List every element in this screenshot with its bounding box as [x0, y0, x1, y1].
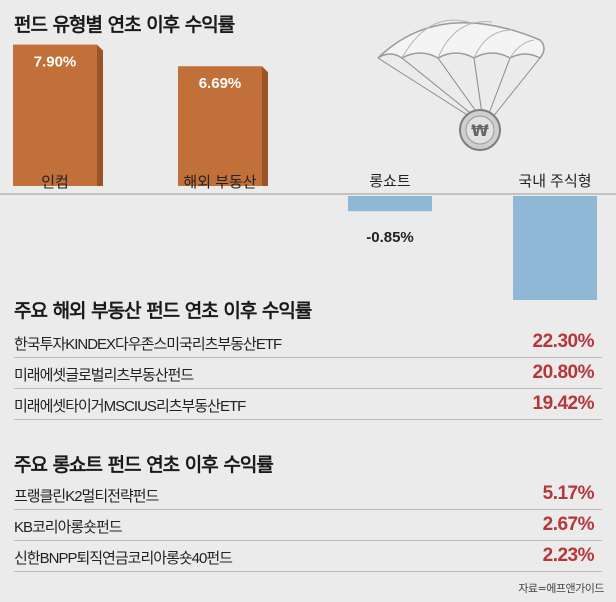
fund-name: KB코리아롱숏펀드: [14, 519, 123, 536]
category-label: 해외 부동산: [183, 174, 256, 191]
fund-name: 프랭클린K2멀티전략펀드: [14, 488, 159, 505]
fund-name: 신한BNPP퇴직연금코리아롱숏40펀드: [14, 550, 233, 567]
bar: [13, 44, 97, 187]
fund-return: 2.67%: [542, 514, 595, 535]
fund-return: 22.30%: [532, 331, 595, 352]
category-label: 국내 주식형: [518, 173, 591, 190]
chart-title: 펀드 유형별 연초 이후 수익률: [14, 14, 235, 36]
won-coin-icon: ₩: [459, 109, 501, 151]
bar-value-label: 7.90%: [34, 54, 77, 71]
bar-side: [97, 44, 103, 187]
section2-title: 주요 롱쇼트 펀드 연초 이후 수익률: [14, 454, 274, 476]
bar-value-label: -0.85%: [366, 229, 414, 246]
bar-chart: ₩ 7.90%인컴6.69%해외 부동산-0.85%롱쇼트-7.73%국내 주식…: [0, 19, 616, 300]
table-row: 미래에셋글로벌리츠부동산펀드 20.80%: [14, 359, 602, 389]
fund-name: 미래에셋글로벌리츠부동산펀드: [14, 367, 194, 384]
fund-return: 5.17%: [542, 483, 595, 504]
svg-text:₩: ₩: [471, 121, 489, 140]
source-note: 자료=에프앤가이드: [518, 582, 604, 595]
table-row: 한국투자KINDEX다우존스미국리츠부동산ETF 22.30%: [14, 328, 602, 358]
fund-name: 미래에셋타이거MSCIUS리츠부동산ETF: [14, 398, 246, 415]
section1-title: 주요 해외 부동산 펀드 연초 이후 수익률: [14, 300, 312, 322]
category-label: 롱쇼트: [369, 173, 411, 190]
table-row: 신한BNPP퇴직연금코리아롱숏40펀드 2.23%: [14, 542, 602, 572]
table-row: 미래에셋타이거MSCIUS리츠부동산ETF 19.42%: [14, 390, 602, 420]
table-row: KB코리아롱숏펀드 2.67%: [14, 511, 602, 541]
fund-return: 20.80%: [532, 362, 595, 383]
parachute-icon: [377, 19, 545, 119]
bar: [513, 196, 597, 300]
bar-side: [262, 66, 268, 186]
bar: [178, 66, 262, 186]
bar-value-label: 6.69%: [199, 75, 242, 92]
bar: [348, 196, 432, 212]
table-row: 프랭클린K2멀티전략펀드 5.17%: [14, 480, 602, 510]
category-label: 인컴: [41, 174, 69, 191]
fund-return: 19.42%: [532, 393, 595, 414]
fund-name: 한국투자KINDEX다우존스미국리츠부동산ETF: [14, 336, 282, 353]
fund-return: 2.23%: [542, 545, 595, 566]
